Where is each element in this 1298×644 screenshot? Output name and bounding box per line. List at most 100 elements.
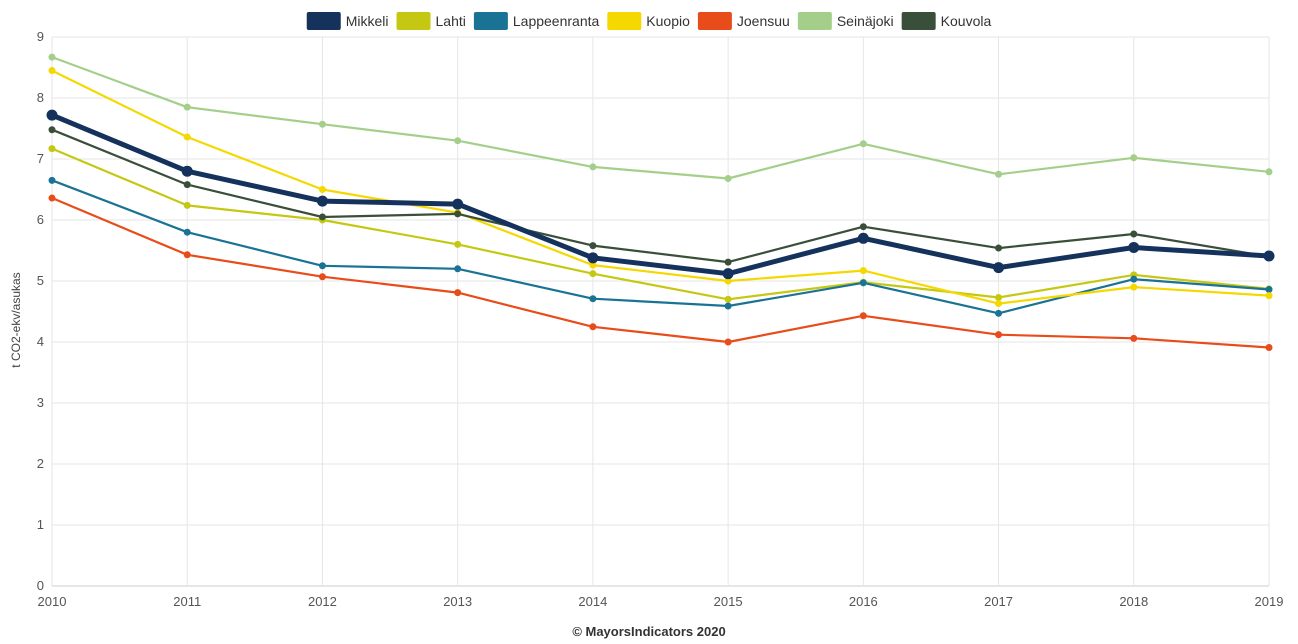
legend-swatch <box>797 12 832 30</box>
data-point <box>48 176 56 184</box>
data-point <box>1130 154 1138 162</box>
data-point <box>1130 283 1138 291</box>
data-point <box>995 300 1003 308</box>
x-tick-label: 2016 <box>849 594 878 609</box>
y-tick-label: 9 <box>37 29 44 44</box>
data-point <box>724 277 732 285</box>
data-point <box>859 223 867 231</box>
data-point <box>318 120 326 128</box>
data-point <box>454 210 462 218</box>
legend-label: Lappeenranta <box>513 13 600 29</box>
data-point <box>724 338 732 346</box>
data-point <box>1130 275 1138 283</box>
axes: 0 1 2 3 4 5 6 7 8 9 2010 2011 2012 2013 2014 2015 2016 20… <box>37 29 1284 609</box>
data-point <box>183 181 191 189</box>
data-point <box>318 186 326 193</box>
data-point <box>857 232 869 244</box>
data-point <box>1265 343 1273 351</box>
credit-label: © MayorsIndicators 2020 <box>572 624 725 639</box>
legend-swatch <box>607 12 642 30</box>
data-point <box>1128 241 1140 253</box>
x-tick-label: 2013 <box>443 594 472 609</box>
x-tick-label: 2017 <box>984 594 1013 609</box>
data-point <box>1263 250 1275 262</box>
x-tick-label: 2010 <box>38 594 67 609</box>
data-point <box>1265 292 1273 300</box>
data-point <box>1265 286 1273 294</box>
data-point <box>587 252 599 264</box>
data-point <box>589 323 597 331</box>
data-point <box>318 273 326 281</box>
y-tick-label: 5 <box>37 273 44 288</box>
data-point <box>48 194 56 202</box>
data-point <box>859 312 867 320</box>
series-lines <box>46 53 1275 351</box>
y-tick-label: 2 <box>37 456 44 471</box>
data-point <box>859 267 867 275</box>
legend-label: Kuopio <box>646 13 690 29</box>
series-joensuu <box>48 194 1273 351</box>
data-point <box>589 261 597 269</box>
y-tick-label: 3 <box>37 395 44 410</box>
y-tick-label: 4 <box>37 334 44 349</box>
data-point <box>318 262 326 270</box>
y-tick-label: 7 <box>37 151 44 166</box>
y-tick-label: 6 <box>37 212 44 227</box>
data-point <box>183 103 191 111</box>
data-point <box>995 244 1003 252</box>
y-tick-label: 8 <box>37 90 44 105</box>
series-sein-joki <box>48 53 1273 183</box>
series-kuopio <box>48 67 1273 308</box>
data-point <box>316 195 328 207</box>
legend-swatch <box>306 12 341 30</box>
series-mikkeli <box>46 109 1275 280</box>
legend-item-lappeenranta: Lappeenranta <box>473 12 600 30</box>
grid-lines <box>51 36 1270 587</box>
data-point <box>724 175 732 183</box>
legend-swatch <box>396 12 431 30</box>
x-tick-label: 2012 <box>308 594 337 609</box>
data-point <box>454 137 462 145</box>
data-point <box>183 201 191 209</box>
data-point <box>724 302 732 310</box>
data-point <box>454 265 462 273</box>
legend-item-sein-joki: Seinäjoki <box>797 12 894 30</box>
x-tick-label: 2018 <box>1119 594 1148 609</box>
x-tick-label: 2014 <box>578 594 607 609</box>
legend-swatch <box>697 12 732 30</box>
series-line <box>50 128 1271 264</box>
data-point <box>48 145 56 153</box>
legend-label: Mikkeli <box>346 13 389 29</box>
data-point <box>1265 168 1273 176</box>
data-point <box>859 140 867 148</box>
legend: Mikkeli Lahti Lappeenranta Kuopio Joensuu Sei… <box>306 12 991 30</box>
series-line <box>50 147 1271 301</box>
series-line <box>50 69 1271 305</box>
data-point <box>995 170 1003 178</box>
data-point <box>318 213 326 221</box>
data-point <box>589 163 597 171</box>
x-tick-label: 2019 <box>1255 594 1284 609</box>
data-point <box>995 331 1003 339</box>
legend-item-kouvola: Kouvola <box>901 12 991 30</box>
data-point <box>1130 230 1138 238</box>
legend-swatch <box>473 12 508 30</box>
data-point <box>995 309 1003 317</box>
legend-label: Joensuu <box>737 13 790 29</box>
data-point <box>724 258 732 266</box>
data-point <box>452 198 464 210</box>
data-point <box>1130 334 1138 342</box>
data-point <box>859 279 867 287</box>
legend-item-joensuu: Joensuu <box>697 12 790 30</box>
legend-label: Lahti <box>436 13 466 29</box>
data-point <box>183 251 191 259</box>
series-line <box>50 196 1271 349</box>
data-point <box>183 133 191 141</box>
legend-item-lahti: Lahti <box>396 12 466 30</box>
data-point <box>724 295 732 303</box>
data-point <box>454 289 462 297</box>
y-axis-label: t CO2-ekv/asukas <box>9 272 23 367</box>
data-point <box>48 67 56 75</box>
series-line <box>50 55 1271 180</box>
data-point <box>46 109 58 121</box>
